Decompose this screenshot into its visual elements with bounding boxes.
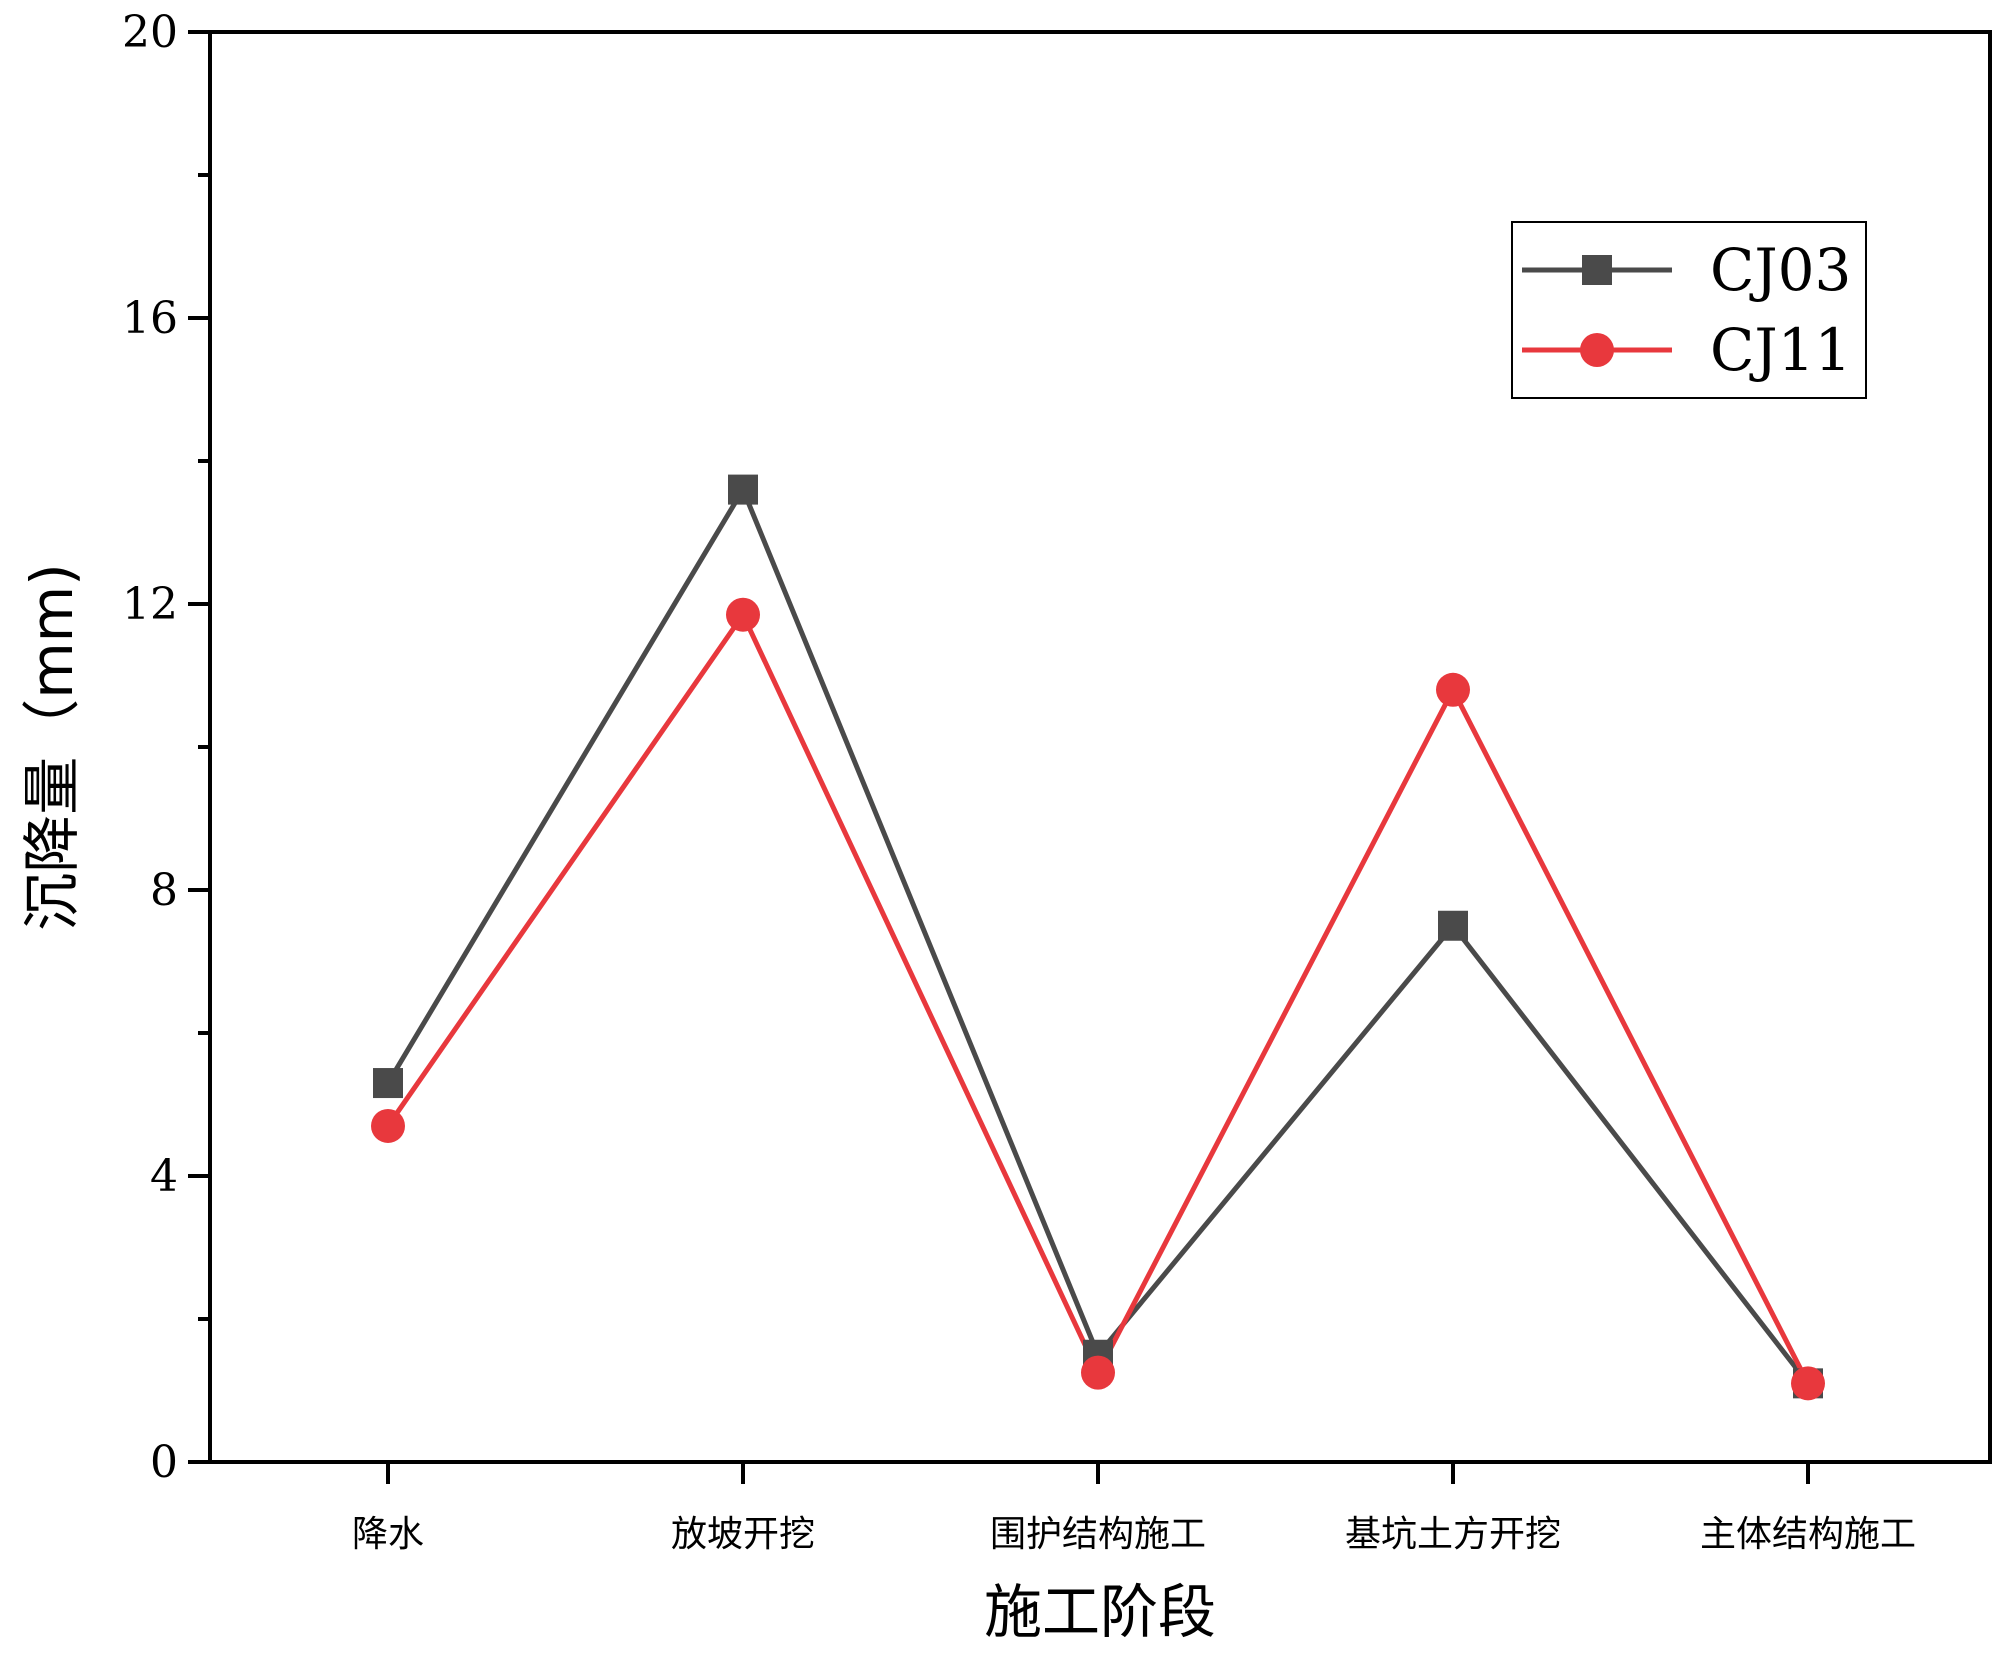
legend-label-cj03: CJ03 bbox=[1710, 236, 1851, 304]
data-point-cj11 bbox=[1436, 672, 1470, 707]
x-axis: 降水 放坡开挖 围护结构施工 基坑土方开挖 主体结构施工 bbox=[352, 1462, 1916, 1555]
series-line-cj03 bbox=[385, 487, 1810, 1385]
y-tick-label: 8 bbox=[150, 865, 178, 916]
y-tick-label: 4 bbox=[150, 1151, 178, 1202]
y-axis-title: 沉降量（mm) bbox=[18, 563, 86, 931]
legend: CJ03 CJ11 bbox=[1511, 221, 1867, 399]
series-layer bbox=[371, 474, 1825, 1401]
x-tick-label: 基坑土方开挖 bbox=[1345, 1514, 1561, 1555]
y-tick-label: 20 bbox=[122, 7, 178, 58]
data-point-cj03 bbox=[728, 474, 758, 505]
y-tick-label: 12 bbox=[122, 579, 178, 630]
x-tick-label: 主体结构施工 bbox=[1700, 1514, 1916, 1555]
x-tick-label: 降水 bbox=[352, 1514, 424, 1555]
data-point-cj11 bbox=[726, 597, 760, 632]
x-axis-title: 施工阶段 bbox=[984, 1578, 1216, 1646]
y-axis: 0 4 8 12 16 20 bbox=[122, 7, 210, 1488]
legend-label-cj11: CJ11 bbox=[1710, 316, 1851, 384]
legend-entries: CJ03 CJ11 bbox=[1522, 236, 1851, 384]
data-point-cj03 bbox=[373, 1068, 403, 1099]
data-point-cj11 bbox=[1791, 1366, 1825, 1401]
x-tick-label: 围护结构施工 bbox=[990, 1514, 1206, 1555]
legend-marker-cj03 bbox=[1582, 255, 1612, 285]
legend-box bbox=[1511, 221, 1867, 399]
data-point-cj03 bbox=[1438, 910, 1468, 941]
y-tick-label: 0 bbox=[150, 1437, 178, 1488]
legend-marker-cj11 bbox=[1580, 333, 1614, 367]
y-tick-label: 16 bbox=[122, 293, 178, 344]
data-point-cj11 bbox=[1081, 1355, 1115, 1390]
data-point-cj11 bbox=[371, 1108, 405, 1143]
x-tick-label: 放坡开挖 bbox=[671, 1514, 815, 1555]
